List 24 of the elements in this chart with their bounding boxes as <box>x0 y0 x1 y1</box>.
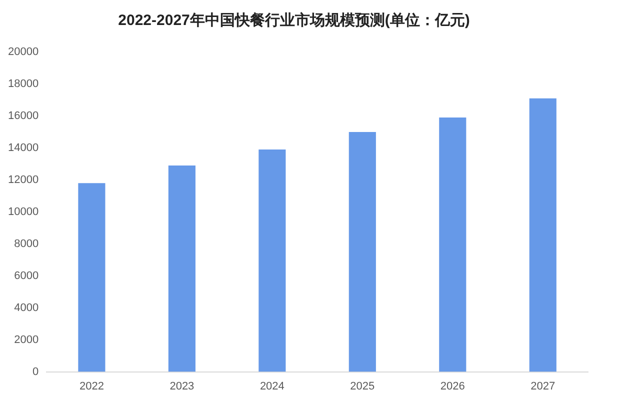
x-tick-label: 2023 <box>170 380 194 392</box>
x-tick-label: 2025 <box>350 380 375 392</box>
bar <box>529 98 556 372</box>
x-tick-label: 2027 <box>530 380 556 392</box>
y-tick-label: 20000 <box>8 46 39 58</box>
chart-title: 2022-2027年中国快餐行业市场规模预测(单位：亿元) <box>118 11 470 30</box>
y-tick-label: 0 <box>32 366 39 378</box>
bar <box>78 183 106 372</box>
x-tick-label: 2024 <box>260 380 284 392</box>
y-tick-label: 18000 <box>8 78 39 90</box>
y-tick-label: 6000 <box>14 270 39 282</box>
y-tick-label: 16000 <box>8 110 39 122</box>
y-tick-label: 2000 <box>14 334 39 346</box>
bar <box>439 118 466 372</box>
x-tick-label: 2022 <box>79 380 104 392</box>
bar <box>258 150 286 372</box>
y-tick-label: 4000 <box>14 302 39 314</box>
bar <box>348 132 376 372</box>
bar <box>168 166 196 372</box>
y-tick-label: 8000 <box>14 238 39 250</box>
x-tick-label: 2026 <box>440 380 465 392</box>
y-tick-label: 12000 <box>8 174 39 186</box>
y-tick-label: 10000 <box>8 206 39 218</box>
y-tick-label: 14000 <box>8 142 39 154</box>
